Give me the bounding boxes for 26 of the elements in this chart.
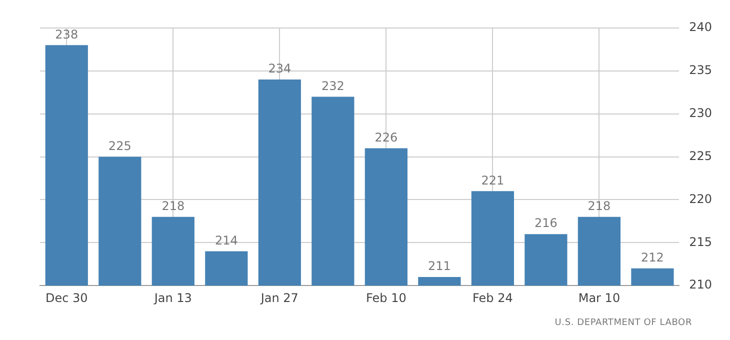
data-label: 232 (321, 78, 344, 93)
data-label: 221 (481, 173, 504, 188)
y-tick-label: 240 (689, 20, 712, 34)
y-tick-label: 235 (689, 63, 712, 78)
data-label: 225 (108, 138, 132, 153)
y-tick-label: 230 (689, 106, 712, 120)
data-label: 214 (214, 233, 238, 248)
data-label: 234 (268, 62, 292, 76)
data-label: 211 (428, 259, 451, 274)
x-tick-label: Mar 10 (578, 290, 620, 305)
data-label: 238 (55, 27, 78, 42)
data-label: 218 (588, 199, 611, 214)
x-tick-label: Jan 27 (260, 290, 298, 305)
data-label: 212 (641, 250, 664, 265)
y-tick-label: 210 (689, 278, 712, 292)
data-label: 226 (374, 130, 398, 144)
data-label: 216 (534, 216, 558, 230)
text: U.S. DEPARTMENT OF LABOR (554, 318, 692, 328)
y-tick-label: 220 (689, 192, 712, 206)
x-tick-label: Feb 24 (472, 290, 513, 305)
x-tick-label: Dec 30 (45, 290, 88, 305)
data-label: 218 (162, 199, 185, 214)
y-tick-label: 225 (689, 148, 712, 163)
x-tick-label: Feb 10 (366, 290, 406, 305)
x-tick-label: Jan 13 (153, 290, 192, 305)
y-tick-label: 215 (689, 234, 712, 249)
